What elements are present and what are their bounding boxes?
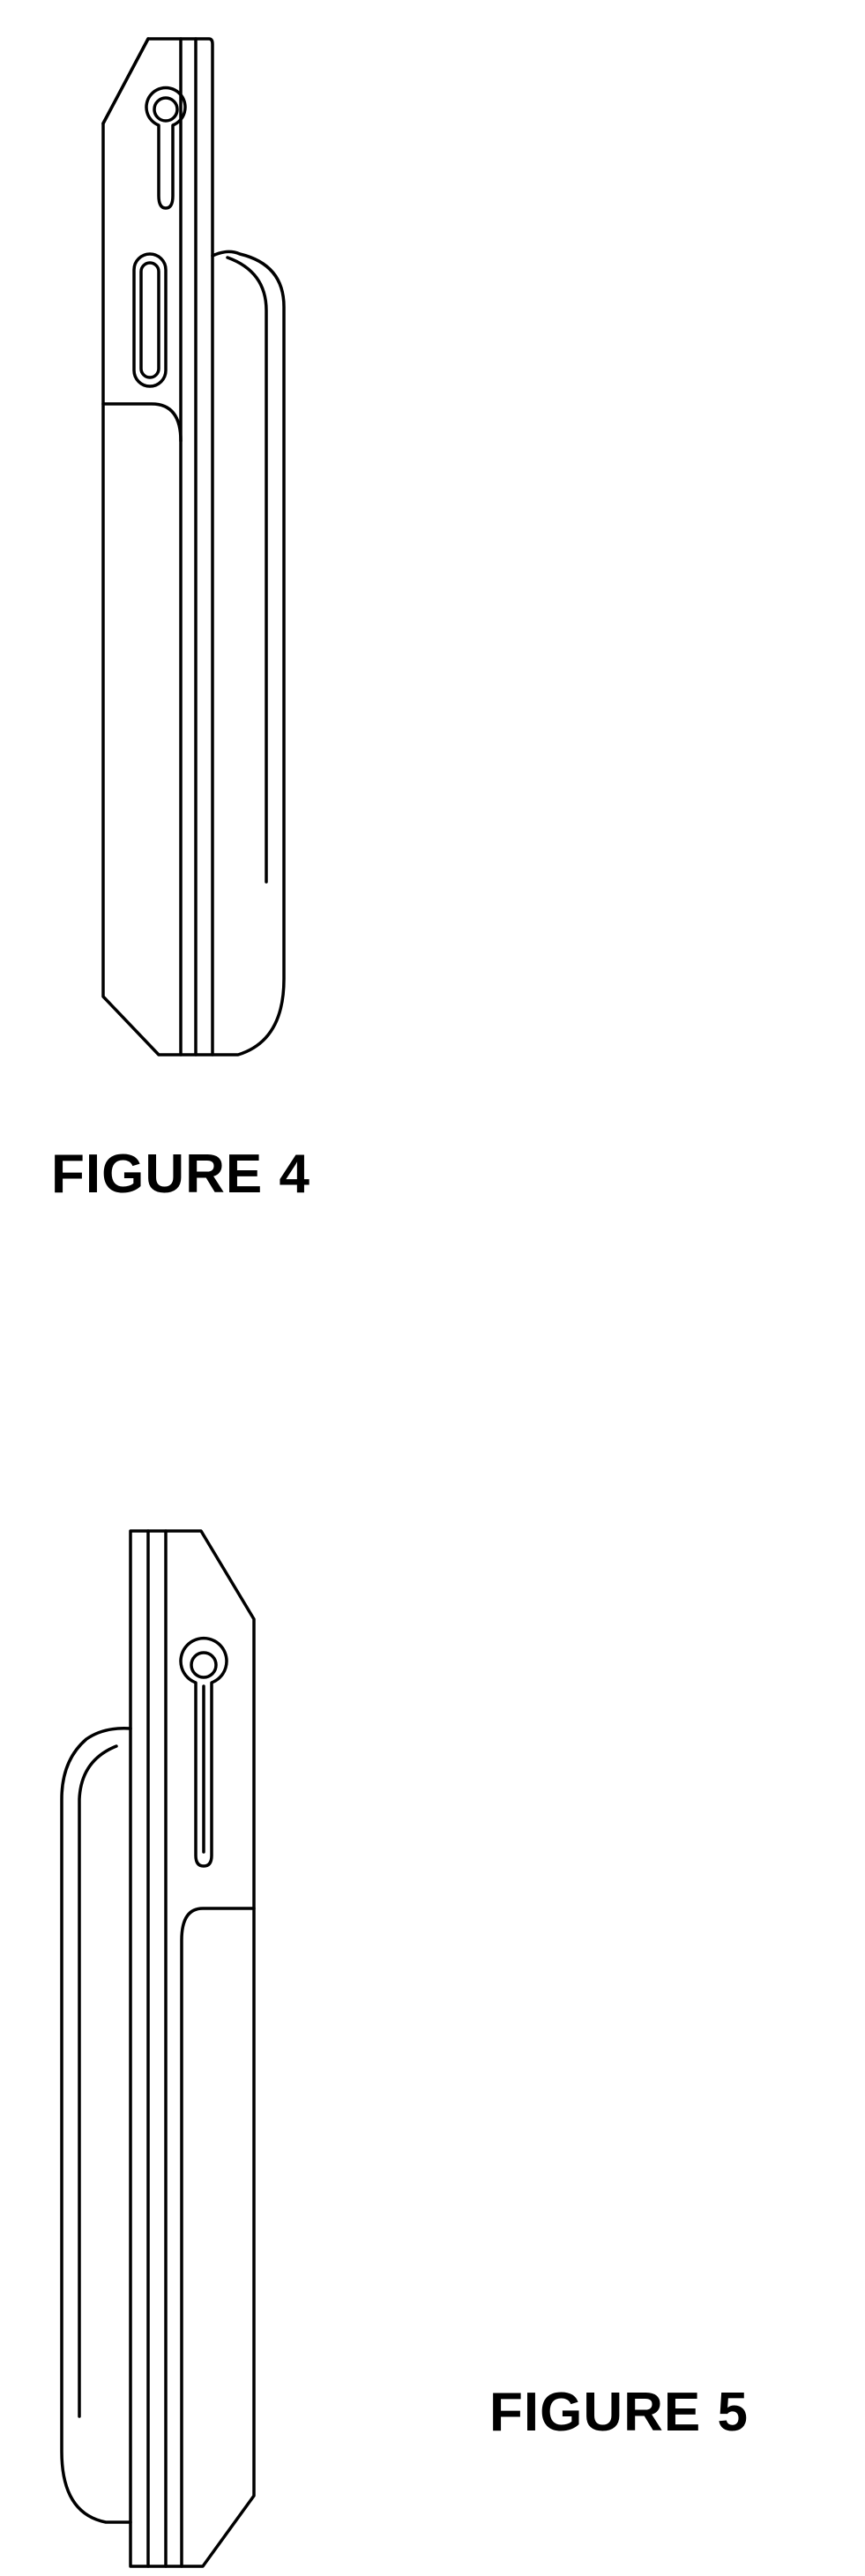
figure-4-label: FIGURE 4 bbox=[51, 1143, 310, 1206]
fig4-keyhole-inner bbox=[154, 98, 177, 121]
fig4-panel-divider bbox=[103, 404, 181, 441]
fig4-button-outer bbox=[134, 254, 166, 386]
fig5-clip-inner bbox=[79, 1746, 116, 2416]
figure-5-device bbox=[62, 1531, 254, 2566]
figure-4-device bbox=[103, 39, 284, 1055]
figure-5-label: FIGURE 5 bbox=[489, 2381, 749, 2444]
fig5-panel-divider bbox=[182, 1908, 254, 2566]
fig4-clip-inner bbox=[227, 258, 266, 882]
fig5-keyhole-inner bbox=[191, 1653, 216, 1677]
fig4-top-chamfer bbox=[103, 39, 148, 123]
fig4-button-inner bbox=[141, 263, 159, 377]
fig5-clip-outer bbox=[62, 1729, 130, 2522]
fig4-clip-outer bbox=[213, 251, 284, 1055]
